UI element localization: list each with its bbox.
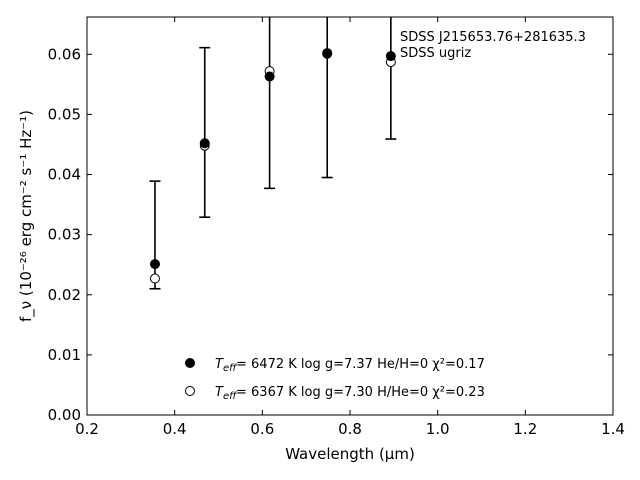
legend-teff-symbol-1: Teff — [215, 357, 238, 374]
data-point-filled — [385, 51, 396, 62]
annotation-survey: SDSS ugriz — [400, 46, 471, 61]
data-points — [149, 48, 396, 284]
data-point-open — [149, 273, 160, 284]
x-tick-label: 0.4 — [163, 420, 187, 438]
x-tick-label: 0.6 — [250, 420, 274, 438]
data-point-filled — [264, 71, 275, 82]
legend-teff-symbol-2: Teff — [215, 385, 238, 402]
y-axis-label: f_ν (10⁻²⁶ erg cm⁻² s⁻¹ Hz⁻¹) — [17, 110, 36, 322]
x-tick-label: 1.2 — [513, 420, 537, 438]
plot-frame — [86, 16, 614, 416]
x-tick-label: 0.8 — [338, 420, 362, 438]
legend-marker-open — [185, 386, 195, 396]
data-point-filled — [322, 48, 333, 59]
legend-label-open: = 6367 K log g=7.30 H/He=0 χ²=0.23 — [236, 385, 485, 400]
error-bars — [149, 17, 397, 290]
y-tick-label: 0.02 — [48, 286, 81, 304]
y-tick-label: 0.06 — [48, 45, 81, 63]
x-tick-label: 1.4 — [601, 420, 625, 438]
x-tick-label: 1.0 — [426, 420, 450, 438]
legend-label-filled: = 6472 K log g=7.37 He/H=0 χ²=0.17 — [236, 357, 485, 372]
y-tick-label: 0.00 — [48, 406, 81, 424]
y-tick-label: 0.01 — [48, 346, 81, 364]
x-tick-label: 0.2 — [75, 420, 99, 438]
data-point-filled — [149, 259, 160, 270]
legend-marker-filled — [185, 358, 195, 368]
y-tick-label: 0.03 — [48, 226, 81, 244]
data-point-filled — [199, 138, 210, 149]
x-axis-label: Wavelength (μm) — [285, 445, 415, 463]
y-tick-label: 0.04 — [48, 166, 81, 184]
annotation-object-name: SDSS J215653.76+281635.3 — [400, 30, 586, 45]
axis-ticks: 0.2 0.4 0.6 0.8 1.0 1.2 1.4 0.00 0.01 0.02 0.03 0.0… — [48, 17, 625, 438]
legend: Teff = 6472 K log g=7.37 He/H=0 χ²=0.17 … — [185, 357, 485, 402]
y-tick-label: 0.05 — [48, 105, 81, 123]
